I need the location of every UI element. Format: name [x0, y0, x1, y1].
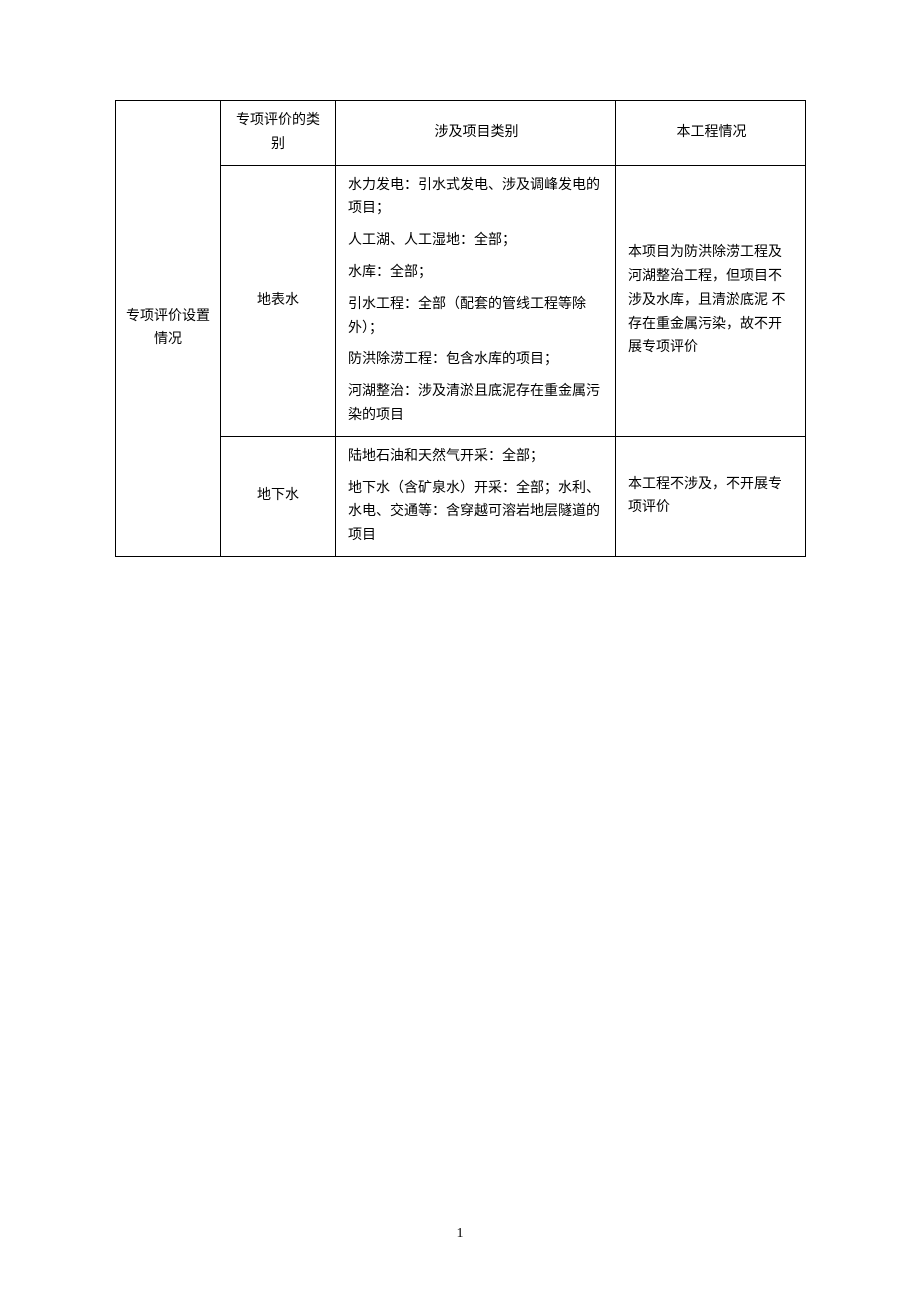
- project-type-item: 防洪除涝工程：包含水库的项目；: [348, 348, 605, 372]
- table-header-row: 专项评价设置情况 专项评价的类别 涉及项目类别 本工程情况: [116, 101, 806, 166]
- category-cell: 地下水: [221, 436, 336, 556]
- header-project-type: 涉及项目类别: [336, 101, 616, 166]
- project-type-item: 地下水（含矿泉水）开采：全部；水利、水电、交通等：含穿越可溶岩地层隧道的项目: [348, 477, 605, 548]
- evaluation-table: 专项评价设置情况 专项评价的类别 涉及项目类别 本工程情况 地表水 水力发电：引…: [115, 100, 806, 557]
- project-type-item: 水力发电：引水式发电、涉及调峰发电的项目；: [348, 174, 605, 222]
- header-situation: 本工程情况: [616, 101, 806, 166]
- project-types-cell: 陆地石油和天然气开采：全部； 地下水（含矿泉水）开采：全部；水利、水电、交通等：…: [336, 436, 616, 556]
- project-type-item: 水库：全部；: [348, 261, 605, 285]
- category-cell: 地表水: [221, 165, 336, 436]
- project-types-cell: 水力发电：引水式发电、涉及调峰发电的项目； 人工湖、人工湿地：全部； 水库：全部…: [336, 165, 616, 436]
- project-type-item: 河湖整治：涉及清淤且底泥存在重金属污染的项目: [348, 380, 605, 428]
- project-type-item: 人工湖、人工湿地：全部；: [348, 229, 605, 253]
- header-category-type: 专项评价的类别: [221, 101, 336, 166]
- page-number: 1: [0, 1226, 920, 1242]
- rowspan-label-cell: 专项评价设置情况: [116, 101, 221, 557]
- project-type-item: 引水工程：全部（配套的管线工程等除外）；: [348, 293, 605, 341]
- project-type-item: 陆地石油和天然气开采：全部；: [348, 445, 605, 469]
- situation-cell: 本工程不涉及，不开展专项评价: [616, 436, 806, 556]
- situation-cell: 本项目为防洪除涝工程及河湖整治工程，但项目不涉及水库，且清淤底泥 不存在重金属污…: [616, 165, 806, 436]
